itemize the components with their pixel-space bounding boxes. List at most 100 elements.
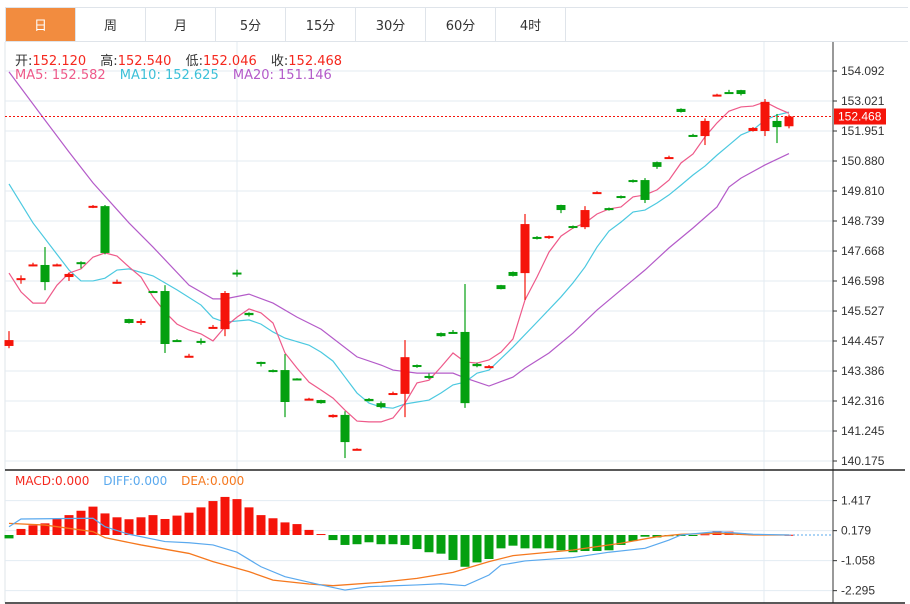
current-price-label: 152.468: [838, 110, 882, 124]
macd-histogram-bar: [340, 535, 350, 545]
macd-histogram-bar: [4, 535, 14, 539]
ma10-line: [8, 111, 790, 409]
candle-body: [160, 291, 170, 345]
candle: [100, 205, 110, 255]
macd-histogram-bar: [496, 535, 506, 549]
macd-histogram-bar: [64, 515, 74, 535]
candle: [208, 324, 218, 329]
candle-body: [40, 264, 50, 283]
macd-histogram-bar: [100, 513, 110, 535]
price-tick-label: 140.175: [841, 454, 885, 468]
macd-tick-label: 1.417: [841, 494, 871, 508]
candle: [16, 275, 26, 284]
candle-body: [124, 319, 134, 323]
candle-body: [388, 393, 398, 396]
candle-body: [244, 312, 254, 316]
high-value: 152.540: [117, 54, 172, 69]
candle-body: [784, 116, 794, 127]
candle: [40, 247, 50, 291]
price-tick-label: 154.092: [841, 64, 885, 78]
tab-day[interactable]: 日: [6, 8, 76, 41]
price-tick-label: 147.668: [841, 244, 885, 258]
tab-15min[interactable]: 15分: [286, 8, 356, 41]
candle-body: [376, 403, 386, 408]
candle-body: [292, 378, 302, 381]
candle-body: [568, 226, 578, 229]
tab-30min[interactable]: 30分: [356, 8, 426, 41]
candle: [772, 113, 782, 144]
candle-body: [88, 205, 98, 208]
macd-histogram-bar: [16, 528, 26, 535]
candle-body: [448, 331, 458, 334]
candle-body: [628, 180, 638, 183]
macd-histogram-bar: [304, 529, 314, 535]
macd-histogram-bar: [124, 519, 134, 535]
close-value: 152.468: [288, 54, 343, 69]
candle: [700, 118, 710, 146]
candle: [304, 397, 314, 401]
candle: [268, 369, 278, 373]
candle: [544, 235, 554, 239]
candle: [520, 213, 530, 301]
candle-body: [4, 340, 14, 346]
candle: [604, 207, 614, 211]
tab-month[interactable]: 月: [146, 8, 216, 41]
macd-histogram-bar: [88, 506, 98, 535]
candle: [736, 89, 746, 96]
candle: [148, 290, 158, 294]
ma-readout: MA5: 152.582 MA10: 152.625 MA20: 151.146: [15, 68, 336, 83]
candle: [472, 362, 482, 368]
candle-body: [556, 205, 566, 211]
candle: [52, 263, 62, 267]
candle-body: [436, 333, 446, 337]
candle: [676, 108, 686, 113]
macd-histogram-bar: [616, 535, 626, 545]
low-label: 低:: [185, 54, 203, 69]
macd-histogram-bar: [196, 507, 206, 535]
macd-histogram-bar: [568, 535, 578, 553]
candle-body: [76, 262, 86, 265]
macd-histogram-bar: [508, 535, 518, 546]
candle-body: [460, 331, 470, 404]
price-tick-label: 145.527: [841, 304, 885, 318]
dea-line: [8, 522, 789, 587]
candle-body: [184, 355, 194, 358]
candle-body: [268, 370, 278, 373]
candle-body: [772, 120, 782, 128]
macd-histogram-bar: [628, 535, 638, 542]
candle: [592, 191, 602, 195]
tab-60min[interactable]: 60分: [426, 8, 496, 41]
candle: [280, 354, 290, 418]
candle: [412, 364, 422, 368]
tab-5min[interactable]: 5分: [216, 8, 286, 41]
low-value: 152.046: [202, 54, 257, 69]
macd-histogram-bar: [580, 535, 590, 552]
candle-body: [580, 210, 590, 228]
macd-histogram-bar: [448, 535, 458, 560]
candle: [712, 93, 722, 97]
candle: [484, 365, 494, 369]
diff-value: DIFF:0.000: [103, 474, 168, 488]
candle: [388, 391, 398, 396]
moving-average-lines: [8, 71, 790, 423]
tab-4hour[interactable]: 4时: [496, 8, 566, 41]
macd-histogram-bar: [148, 515, 158, 535]
candle: [196, 338, 206, 345]
macd-histogram-bar: [604, 535, 614, 551]
candle-body: [148, 291, 158, 294]
macd-histogram-bar: [640, 535, 650, 537]
candle-body: [640, 180, 650, 200]
macd-histogram-bar: [436, 535, 446, 554]
candle: [244, 312, 254, 317]
candle: [652, 161, 662, 169]
price-tick-label: 142.316: [841, 394, 885, 408]
candle: [568, 225, 578, 229]
candle: [112, 279, 122, 284]
high-label: 高:: [100, 54, 118, 69]
candle-body: [676, 108, 686, 112]
tab-week[interactable]: 周: [76, 8, 146, 41]
candle: [400, 340, 410, 418]
candle: [28, 262, 38, 267]
price-tick-label: 148.739: [841, 214, 885, 228]
